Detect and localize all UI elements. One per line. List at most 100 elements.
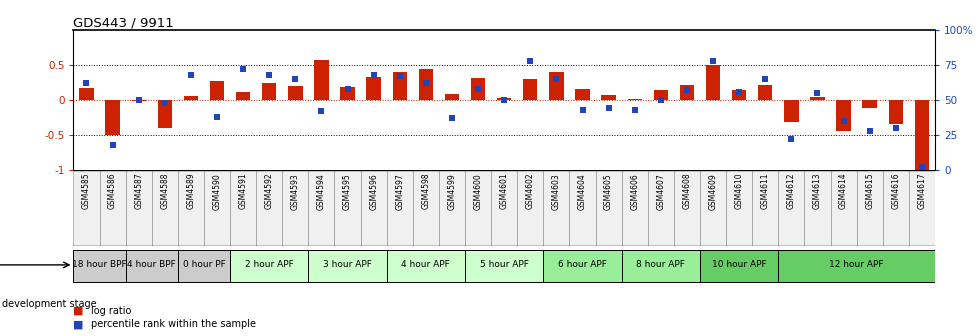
Text: development stage: development stage — [2, 299, 97, 309]
Bar — [627, 98, 642, 100]
Text: GSM4587: GSM4587 — [134, 173, 143, 209]
Point — [235, 67, 250, 72]
Bar — [600, 95, 615, 100]
Text: 0 hour PF: 0 hour PF — [182, 260, 225, 269]
Point — [105, 142, 120, 148]
Point — [600, 106, 616, 111]
Text: GSM4603: GSM4603 — [552, 173, 560, 210]
FancyBboxPatch shape — [203, 170, 230, 246]
Text: log ratio: log ratio — [91, 306, 131, 316]
Bar — [810, 96, 823, 100]
Point — [887, 125, 903, 131]
Text: 4 hour APF: 4 hour APF — [401, 260, 450, 269]
Text: GSM4597: GSM4597 — [395, 173, 404, 210]
Point — [522, 58, 538, 64]
Point — [391, 74, 407, 79]
FancyBboxPatch shape — [438, 170, 465, 246]
Text: GSM4608: GSM4608 — [682, 173, 690, 209]
Text: GSM4609: GSM4609 — [708, 173, 717, 210]
Bar — [522, 79, 537, 100]
FancyBboxPatch shape — [882, 170, 908, 246]
Text: GSM4589: GSM4589 — [186, 173, 196, 209]
Bar — [732, 89, 745, 100]
Bar — [314, 59, 329, 100]
Text: 12 hour APF: 12 hour APF — [828, 260, 883, 269]
Text: GSM4599: GSM4599 — [447, 173, 456, 210]
FancyBboxPatch shape — [125, 170, 152, 246]
FancyBboxPatch shape — [856, 170, 882, 246]
Bar — [236, 92, 250, 100]
Point — [835, 118, 851, 124]
FancyBboxPatch shape — [908, 170, 934, 246]
Point — [366, 72, 381, 78]
FancyBboxPatch shape — [386, 170, 413, 246]
Point — [809, 90, 824, 96]
Text: GSM4595: GSM4595 — [342, 173, 352, 210]
FancyBboxPatch shape — [829, 170, 856, 246]
FancyBboxPatch shape — [621, 170, 647, 246]
Bar — [470, 78, 485, 100]
Point — [131, 97, 147, 103]
Bar — [340, 87, 354, 100]
FancyBboxPatch shape — [152, 170, 178, 246]
Point — [156, 100, 172, 106]
Text: GSM4612: GSM4612 — [786, 173, 795, 209]
Bar — [888, 100, 902, 124]
Bar — [497, 98, 511, 100]
Text: ■: ■ — [73, 319, 84, 329]
Bar — [575, 89, 589, 100]
FancyBboxPatch shape — [100, 170, 125, 246]
FancyBboxPatch shape — [73, 250, 125, 282]
Point — [339, 86, 355, 91]
Text: ■: ■ — [73, 306, 84, 316]
Bar — [262, 83, 276, 100]
FancyBboxPatch shape — [230, 250, 308, 282]
FancyBboxPatch shape — [308, 170, 334, 246]
FancyBboxPatch shape — [647, 170, 673, 246]
Point — [313, 109, 329, 114]
Bar — [705, 65, 720, 100]
FancyBboxPatch shape — [516, 170, 543, 246]
Text: GSM4616: GSM4616 — [890, 173, 900, 209]
FancyBboxPatch shape — [178, 250, 230, 282]
Point — [574, 107, 590, 113]
Bar — [366, 77, 380, 100]
Text: GSM4611: GSM4611 — [760, 173, 769, 209]
Bar — [419, 69, 432, 100]
FancyBboxPatch shape — [360, 170, 386, 246]
FancyBboxPatch shape — [491, 170, 516, 246]
Bar — [653, 89, 667, 100]
Bar — [549, 72, 563, 100]
Text: GSM4607: GSM4607 — [655, 173, 665, 210]
Bar — [79, 88, 94, 100]
FancyBboxPatch shape — [178, 170, 203, 246]
Text: GSM4598: GSM4598 — [421, 173, 430, 209]
Bar — [444, 94, 459, 100]
Text: GSM4605: GSM4605 — [603, 173, 612, 210]
FancyBboxPatch shape — [282, 170, 308, 246]
Point — [782, 136, 798, 142]
Bar — [157, 100, 172, 128]
Point — [209, 114, 225, 119]
Point — [469, 86, 485, 91]
FancyBboxPatch shape — [699, 170, 726, 246]
Point — [861, 128, 876, 133]
Text: 4 hour BPF: 4 hour BPF — [127, 260, 176, 269]
Bar — [106, 100, 119, 135]
Text: GSM4591: GSM4591 — [239, 173, 247, 209]
Text: GSM4613: GSM4613 — [812, 173, 822, 209]
Point — [913, 164, 929, 170]
FancyBboxPatch shape — [413, 170, 438, 246]
Point — [679, 88, 694, 93]
Bar — [835, 100, 850, 131]
Text: GSM4615: GSM4615 — [865, 173, 873, 209]
Point — [652, 97, 668, 103]
Point — [444, 116, 460, 121]
FancyBboxPatch shape — [465, 250, 543, 282]
FancyBboxPatch shape — [125, 250, 178, 282]
Text: 18 hour BPF: 18 hour BPF — [72, 260, 127, 269]
Bar — [392, 72, 407, 100]
Bar — [209, 81, 224, 100]
Point — [78, 81, 94, 86]
FancyBboxPatch shape — [699, 250, 778, 282]
